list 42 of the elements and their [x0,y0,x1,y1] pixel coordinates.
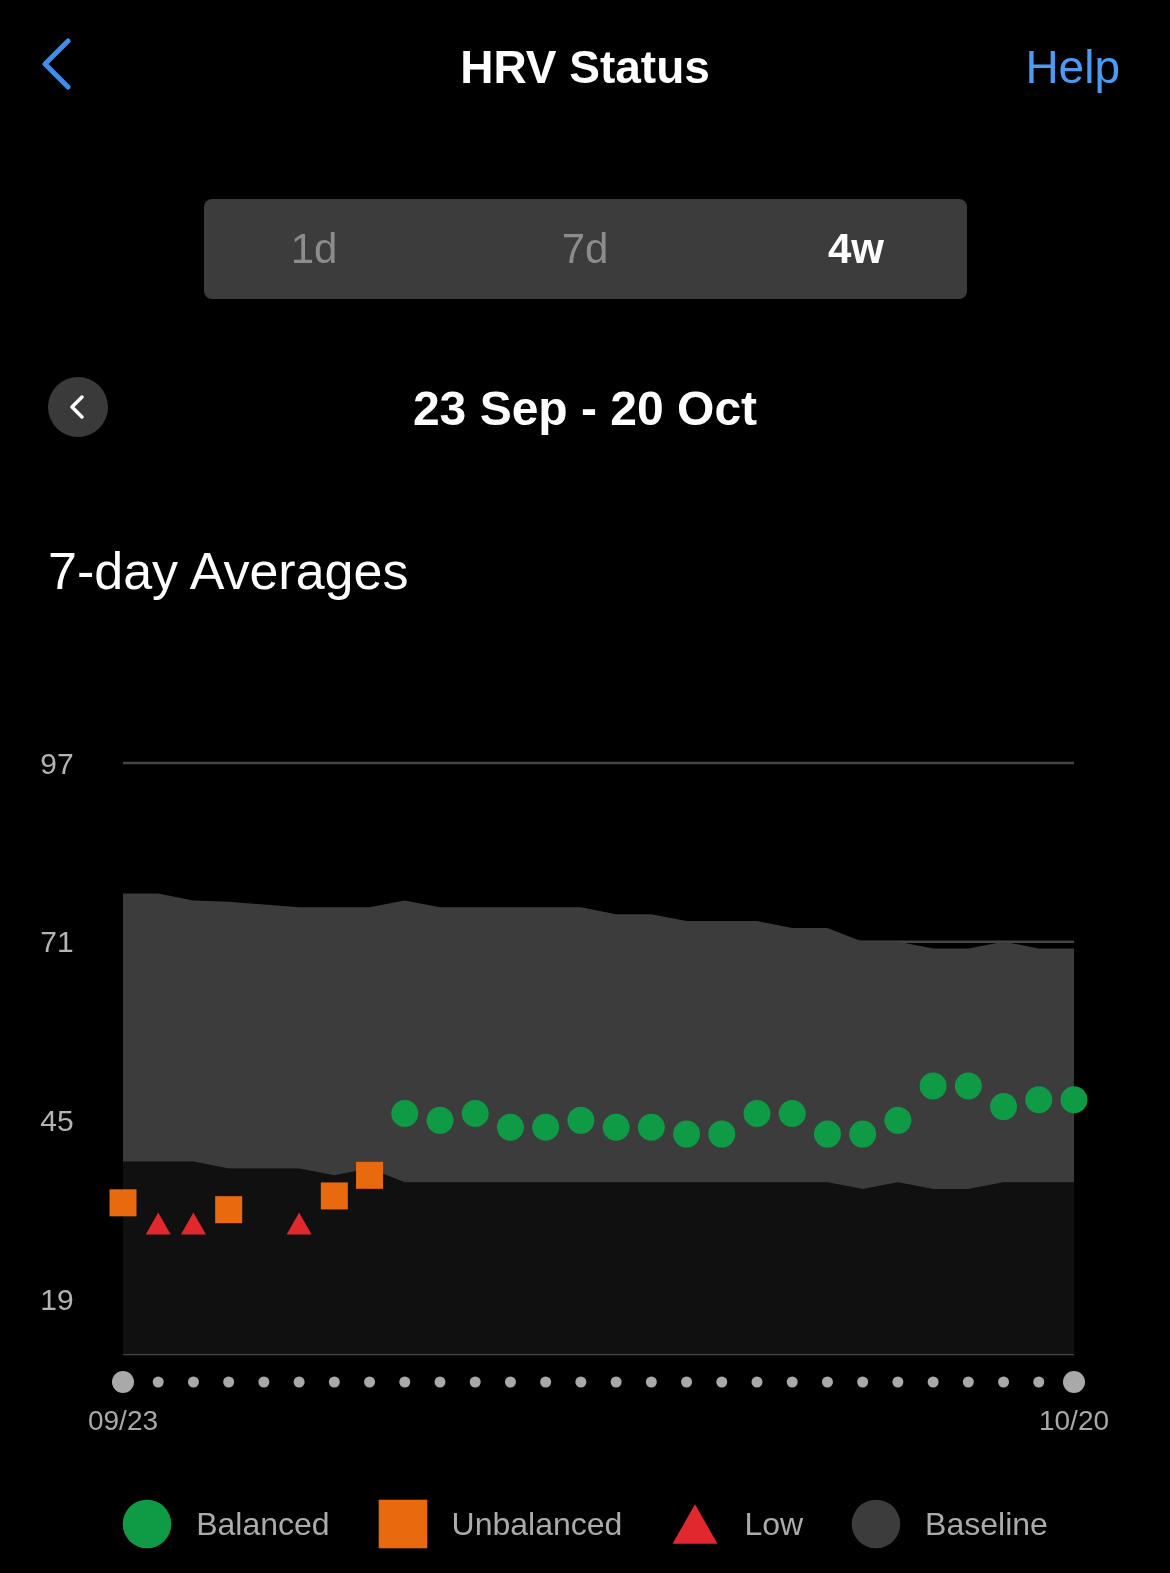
point [708,1120,736,1148]
text: 23 Sep - 20 Oct [412,381,758,435]
point [813,1120,841,1148]
point [109,1189,137,1217]
y-tick-label: 45 [40,1103,74,1137]
point [673,1120,701,1148]
point [1060,1086,1088,1114]
point [426,1106,454,1134]
point [849,1120,877,1148]
point [954,1072,982,1100]
point [990,1093,1018,1121]
point [461,1099,489,1127]
point [532,1113,560,1141]
point [320,1182,348,1210]
point [391,1099,419,1127]
text: Help [1025,41,1120,93]
point [215,1196,243,1224]
y-tick-label: 71 [40,925,74,959]
point [145,1212,171,1235]
x-tick-label: 09/23 [87,1404,159,1436]
point [356,1161,384,1189]
y-tick-label: 19 [40,1282,74,1316]
point [637,1113,665,1141]
point [567,1106,595,1134]
legend-label: Low [744,1505,804,1542]
legend-label: Baseline [925,1505,1048,1542]
point [496,1113,524,1141]
point [778,1099,806,1127]
point [884,1106,912,1134]
x-tick-label: 10/20 [1038,1404,1110,1436]
point [602,1113,630,1141]
segmented-control: 1d 7d 4w [204,199,967,299]
point [180,1212,206,1235]
chart-subtitle: 7-day Averages [48,542,409,600]
point [1025,1086,1053,1114]
legend-label: Unbalanced [451,1505,623,1542]
legend-label: Balanced [196,1505,330,1542]
y-tick-label: 97 [40,746,74,780]
point [919,1072,947,1100]
point [743,1099,771,1127]
chart-title: HRV Status [460,41,710,93]
point [286,1212,312,1235]
